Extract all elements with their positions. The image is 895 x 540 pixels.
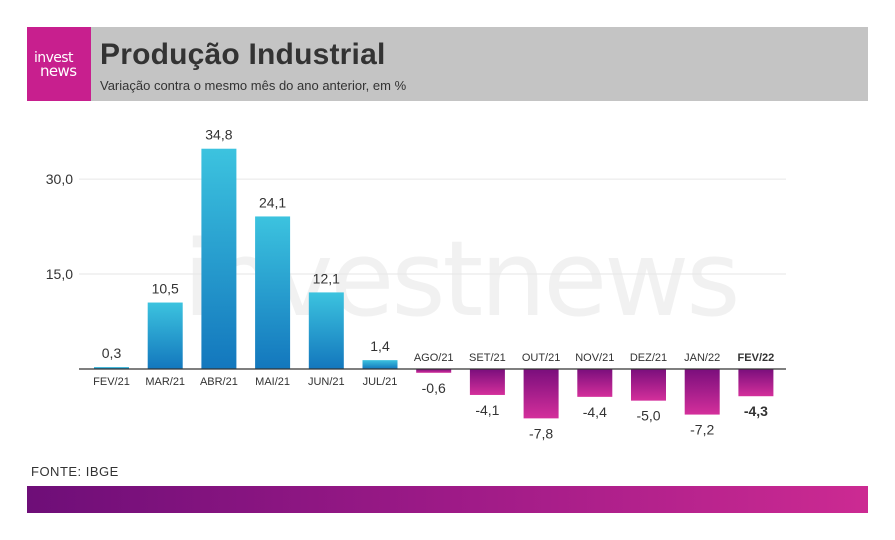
y-tick-label: 15,0 (46, 266, 73, 282)
data-label: 34,8 (205, 127, 232, 143)
logo-text-top: invest (34, 50, 73, 66)
bar (308, 292, 344, 369)
x-tick-label: JAN/22 (684, 352, 720, 364)
data-label: -5,0 (636, 408, 660, 424)
x-tick-label: FEV/21 (93, 376, 130, 388)
bar (147, 302, 183, 369)
data-label: -0,6 (422, 380, 446, 396)
x-tick-label: MAI/21 (255, 376, 290, 388)
source-note: FONTE: IBGE (31, 464, 119, 479)
x-tick-label: JUN/21 (308, 376, 345, 388)
header-banner: invest news Produção Industrial Variação… (27, 27, 868, 101)
bar (631, 369, 666, 401)
bars (94, 148, 774, 419)
bar (416, 369, 452, 373)
bar (577, 369, 613, 397)
investnews-logo[interactable]: invest news (27, 27, 91, 101)
gridlines (79, 178, 786, 275)
x-tick-label: DEZ/21 (630, 352, 667, 364)
x-tick-label: NOV/21 (575, 352, 614, 364)
data-label: -4,4 (583, 404, 607, 420)
footer-gradient-bar (27, 486, 868, 513)
data-label: 24,1 (259, 194, 286, 210)
data-label: 12,1 (313, 270, 340, 286)
x-tick-label: MAR/21 (145, 376, 185, 388)
data-label: -4,1 (475, 402, 499, 418)
bar (738, 369, 774, 397)
data-label: 1,4 (370, 338, 390, 354)
data-label: 0,3 (102, 345, 122, 361)
x-tick-label: ABR/21 (200, 376, 238, 388)
data-label: -4,3 (744, 403, 768, 419)
bar (523, 369, 559, 419)
page-subtitle: Variação contra o mesmo mês do ano anter… (100, 78, 407, 93)
y-tick-label: 30,0 (46, 171, 73, 187)
data-label: 10,5 (152, 281, 179, 297)
x-tick-label: JUL/21 (363, 376, 398, 388)
data-label: -7,2 (690, 422, 714, 438)
x-tick-label: OUT/21 (522, 352, 561, 364)
bar (684, 369, 720, 415)
bar (362, 360, 398, 369)
logo-text-bottom: news (40, 62, 77, 80)
bar (255, 216, 291, 369)
labels: 15,0 30,0 FEV/21 0,3 MAR/21 10,5 ABR/21 34,8 MAI… (46, 127, 786, 441)
bar (469, 369, 505, 395)
x-tick-label: SET/21 (469, 352, 506, 364)
page-title: Produção Industrial (100, 38, 386, 71)
data-label: -7,8 (529, 425, 553, 441)
bar (201, 148, 237, 369)
bar (94, 367, 129, 369)
x-tick-label: AGO/21 (414, 352, 454, 364)
x-tick-label: FEV/22 (738, 352, 775, 364)
